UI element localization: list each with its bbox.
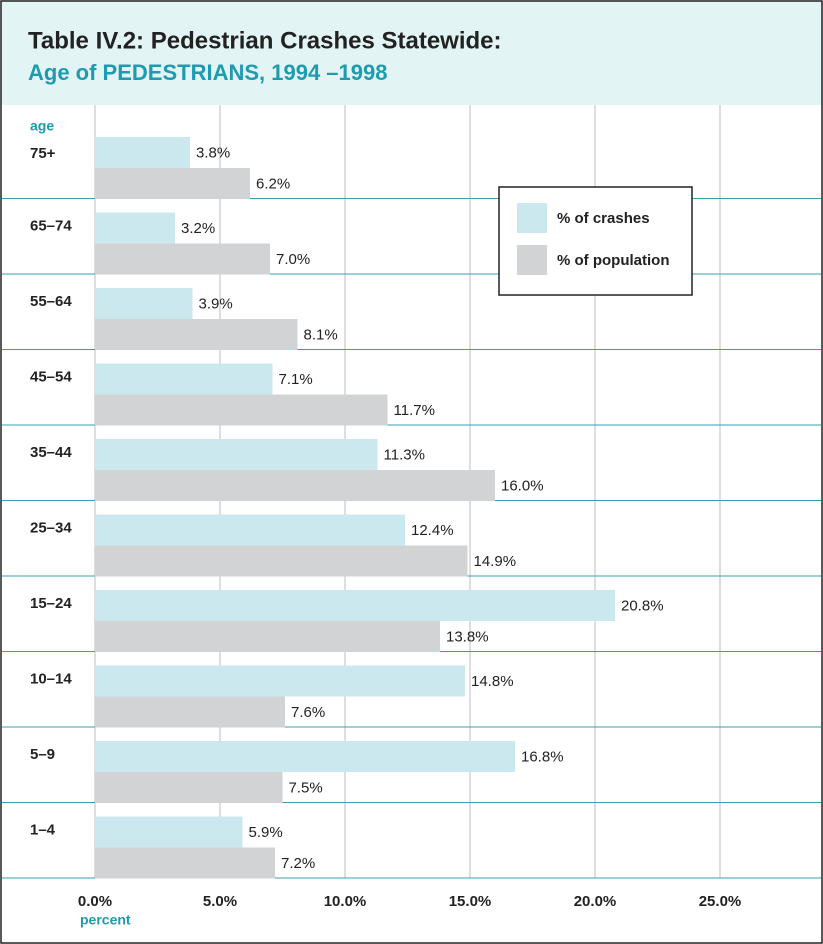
- value-label: 7.2%: [281, 855, 315, 872]
- header-band: [0, 0, 823, 105]
- legend-box: [498, 186, 693, 296]
- x-tick-label: 10.0%: [324, 893, 367, 910]
- y-tick-label: 65–74: [30, 217, 72, 234]
- x-tick-label: 15.0%: [449, 893, 492, 910]
- bar: [95, 363, 273, 395]
- legend-swatch: [517, 203, 547, 233]
- value-label: 16.0%: [501, 477, 544, 494]
- bar: [95, 319, 298, 350]
- value-label: 3.2%: [181, 220, 215, 237]
- value-label: 7.6%: [291, 704, 325, 721]
- value-label: 13.8%: [446, 628, 489, 645]
- value-label: 20.8%: [621, 597, 664, 614]
- bar: [95, 545, 468, 577]
- y-tick-label: 15–24: [30, 595, 72, 612]
- bar: [95, 816, 243, 848]
- value-label: 14.9%: [474, 553, 517, 570]
- value-label: 8.1%: [304, 326, 338, 343]
- x-tick-label: 0.0%: [78, 893, 112, 910]
- value-label: 14.8%: [471, 673, 514, 690]
- legend-label: % of population: [557, 252, 669, 269]
- bar: [95, 137, 190, 168]
- y-tick-label: 5–9: [30, 746, 55, 763]
- value-label: 16.8%: [521, 748, 564, 765]
- value-label: 11.7%: [394, 402, 435, 419]
- y-tick-label: 1–4: [30, 821, 56, 838]
- value-label: 3.8%: [196, 144, 230, 161]
- x-tick-label: 20.0%: [574, 893, 617, 910]
- bar: [95, 243, 270, 275]
- bar: [95, 288, 193, 319]
- bar: [95, 696, 285, 728]
- bar: [95, 168, 250, 199]
- value-label: 6.2%: [256, 175, 290, 192]
- value-label: 7.0%: [276, 251, 310, 268]
- bar: [95, 470, 495, 501]
- value-label: 12.4%: [411, 522, 454, 539]
- value-label: 7.1%: [279, 371, 313, 388]
- legend-swatch: [517, 245, 547, 275]
- chart-subtitle: Age of PEDESTRIANS, 1994 –1998: [28, 60, 387, 85]
- x-axis-label: percent: [80, 912, 131, 928]
- x-tick-label: 5.0%: [203, 893, 237, 910]
- y-tick-label: 55–64: [30, 293, 72, 310]
- plot: 0.0% 5.0% 10.0% 15.0% 20.0% 25.0% 75+ 3.8% 6.2% 6…: [2, 105, 821, 910]
- y-tick-label: 45–54: [30, 368, 72, 385]
- bar: [95, 741, 515, 772]
- value-label: 5.9%: [249, 824, 283, 841]
- bar: [95, 847, 275, 879]
- bar: [95, 514, 405, 546]
- legend-label: % of crashes: [557, 210, 650, 227]
- y-tick-label: 10–14: [30, 670, 72, 687]
- y-axis-label: age: [30, 118, 54, 134]
- y-tick-label: 75+: [30, 145, 56, 162]
- legend: % of crashes % of population: [498, 186, 693, 296]
- bar: [95, 212, 175, 244]
- y-tick-label: 35–44: [30, 444, 72, 461]
- bar: [95, 621, 440, 652]
- chart-title: Table IV.2: Pedestrian Crashes Statewide…: [28, 27, 502, 54]
- x-tick-label: 25.0%: [699, 893, 742, 910]
- value-label: 7.5%: [289, 779, 323, 796]
- bar: [95, 772, 283, 803]
- bar: [95, 590, 615, 621]
- value-label: 11.3%: [384, 446, 425, 463]
- y-tick-label: 25–34: [30, 519, 72, 536]
- bar: [95, 394, 388, 426]
- bar: [95, 665, 465, 697]
- bar: [95, 439, 378, 470]
- value-label: 3.9%: [199, 295, 233, 312]
